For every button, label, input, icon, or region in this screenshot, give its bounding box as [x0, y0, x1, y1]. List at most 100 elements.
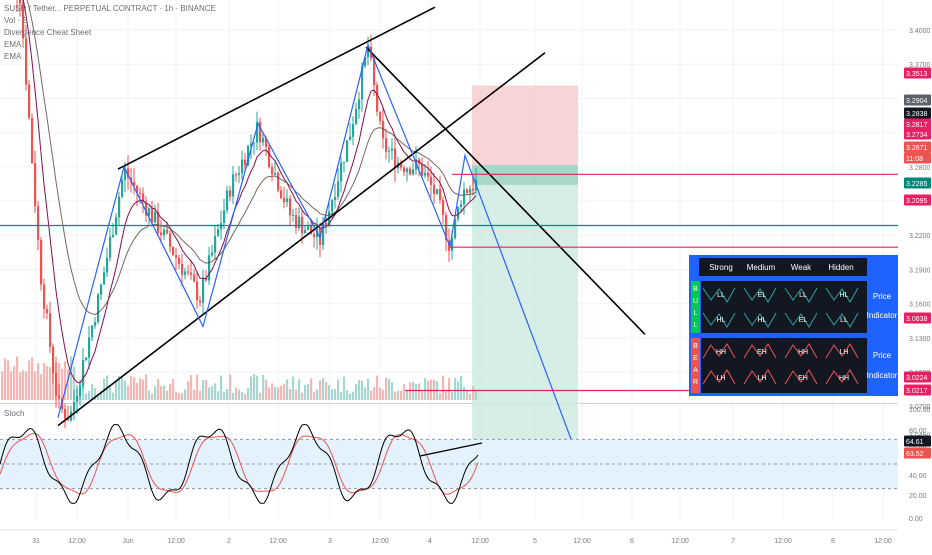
bull-label-letter: U	[693, 298, 698, 305]
x-tick-label: 6	[630, 538, 634, 545]
price-tag	[904, 152, 931, 164]
volume-bar	[136, 382, 139, 400]
candle	[181, 263, 184, 275]
price-tag	[904, 371, 931, 383]
y-tick-label: 3.1300	[909, 336, 931, 343]
volume-bar	[13, 366, 16, 400]
ema-legend-2: EMA	[4, 52, 22, 61]
candle	[358, 99, 361, 110]
candle	[193, 274, 196, 282]
volume-bar	[43, 363, 46, 400]
candle	[100, 284, 103, 295]
price-tag	[904, 141, 931, 153]
bear-row-tag	[691, 338, 700, 393]
candle	[64, 408, 67, 419]
volume-bar	[241, 392, 244, 400]
volume-bar	[142, 379, 145, 400]
candle	[202, 278, 205, 303]
candle	[154, 211, 157, 223]
candle	[439, 189, 442, 201]
candle	[208, 255, 211, 281]
volume-bar	[340, 392, 343, 400]
volume-bar	[424, 378, 427, 400]
volume-bar	[397, 391, 400, 400]
candle	[67, 418, 70, 421]
bear-cell-label: EH	[798, 375, 808, 382]
candle	[235, 174, 238, 176]
candle	[406, 168, 409, 173]
candle	[166, 229, 169, 234]
candle	[436, 189, 439, 194]
candle	[133, 181, 136, 186]
candle	[34, 163, 37, 207]
volume-bar	[151, 393, 154, 400]
candle	[274, 172, 277, 175]
candle	[373, 58, 376, 86]
candle	[364, 57, 367, 67]
candle	[217, 229, 220, 236]
volume-bar	[472, 385, 475, 400]
bear-divergence-glyph	[784, 369, 818, 385]
candle	[226, 190, 229, 211]
volume-bar	[349, 393, 352, 400]
stoch-value-label: 63.52	[906, 451, 924, 458]
candle	[157, 211, 160, 233]
candle	[277, 172, 280, 191]
candle	[121, 179, 124, 197]
candle	[265, 137, 268, 147]
price-tag	[904, 177, 931, 189]
volume-bar	[124, 380, 127, 400]
x-tick-label: 12:00	[471, 538, 489, 545]
candle	[367, 46, 370, 58]
candle	[427, 172, 430, 177]
candle	[280, 190, 283, 198]
candle	[286, 198, 289, 203]
candle	[79, 385, 82, 397]
volume-bar	[364, 387, 367, 400]
candle	[469, 188, 472, 193]
volume-bar	[421, 391, 424, 400]
bear-label-letter: A	[693, 367, 698, 374]
candle	[346, 140, 349, 162]
volume-bar	[316, 389, 319, 400]
volume-bar	[19, 372, 22, 400]
volume-bar	[334, 389, 337, 400]
x-tick-label: 12:00	[573, 538, 591, 545]
price-tag	[904, 118, 931, 130]
candle	[163, 229, 166, 236]
volume-bar	[16, 356, 19, 400]
bull-label-letter: L	[694, 322, 698, 329]
bull-divergence-glyph	[743, 287, 777, 303]
bull-divergence-glyph	[784, 287, 818, 303]
candle	[472, 188, 475, 191]
volume-bar	[196, 374, 199, 400]
volume-bar	[265, 379, 268, 400]
volume-bar	[295, 389, 298, 400]
volume-bar	[64, 361, 67, 400]
volume-bar	[22, 370, 25, 400]
price-tag	[904, 194, 931, 206]
candle	[412, 169, 415, 175]
volume-bar	[184, 389, 187, 400]
bull-divergence-glyph	[825, 287, 859, 303]
stoch-value-tag	[904, 435, 931, 447]
bear-divergence-glyph	[702, 343, 736, 359]
volume-bar	[403, 384, 406, 400]
volume-bar	[388, 378, 391, 400]
volume-bar	[205, 379, 208, 400]
candle	[349, 136, 352, 141]
candle	[43, 284, 46, 310]
volume-bar	[61, 368, 64, 400]
candle	[454, 219, 457, 239]
stoch-tick-label: 20.00	[909, 493, 927, 500]
candle	[457, 206, 460, 220]
candle	[445, 215, 448, 241]
candle	[46, 309, 49, 314]
candle	[322, 222, 325, 245]
price-tag-label: 3.2904	[906, 98, 928, 105]
candle	[295, 214, 298, 228]
candle	[160, 232, 163, 236]
candle	[124, 168, 127, 180]
candle	[352, 123, 355, 137]
